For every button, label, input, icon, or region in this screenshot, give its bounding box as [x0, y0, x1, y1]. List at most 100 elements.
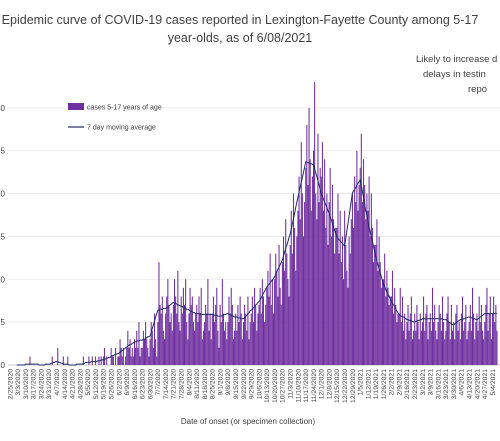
bar: [379, 262, 381, 365]
bar: [272, 313, 275, 365]
bar: [338, 253, 340, 365]
annotation: Likely to increase d: [416, 54, 497, 65]
x-tick-label: 11/10/2020: [295, 369, 302, 403]
bar: [148, 356, 150, 365]
bar: [106, 356, 108, 365]
bar: [454, 339, 456, 365]
x-tick-label: 3/31/2020: [46, 369, 53, 399]
bar: [448, 322, 450, 365]
x-tick-label: 7/14/2020: [163, 369, 170, 399]
bar: [237, 305, 239, 365]
bar: [196, 305, 198, 365]
bar: [354, 176, 356, 365]
x-tick-label: 6/2/2020: [116, 369, 123, 396]
bar: [280, 305, 282, 365]
x-tick-label: 5/4/2021: [490, 369, 497, 396]
bar: [186, 322, 188, 365]
bar: [319, 167, 321, 365]
bar: [450, 305, 452, 365]
bar: [337, 193, 339, 365]
bar: [413, 330, 415, 365]
bar: [208, 330, 210, 365]
bar: [152, 347, 154, 365]
bar: [390, 296, 392, 365]
bar: [267, 270, 269, 365]
bar: [467, 330, 469, 365]
bar: [456, 305, 458, 365]
y-tick-label: 25: [0, 147, 6, 156]
bar: [278, 245, 280, 365]
bar: [161, 296, 163, 365]
x-tick-label: 8/4/2020: [186, 369, 193, 396]
bar: [470, 330, 472, 365]
bar: [151, 330, 153, 365]
bar: [138, 322, 140, 365]
x-tick-label: 9/1/2020: [217, 369, 224, 396]
bar: [82, 356, 84, 365]
bar: [426, 305, 428, 365]
bar: [206, 313, 208, 365]
bar: [374, 245, 376, 365]
bar: [155, 339, 157, 365]
bar: [95, 356, 97, 365]
bar: [289, 245, 291, 365]
bar: [112, 356, 114, 365]
bar: [270, 305, 272, 365]
bar: [111, 356, 113, 365]
x-tick-label: 12/22/2020: [342, 369, 349, 403]
bar: [275, 253, 277, 365]
bar: [214, 322, 216, 365]
bar: [298, 176, 300, 365]
bar: [215, 305, 217, 365]
x-tick-label: 7/7/2020: [155, 369, 162, 396]
x-tick-label: 2/2/2021: [389, 369, 396, 396]
bar: [324, 159, 326, 365]
bar: [225, 322, 227, 365]
bar: [410, 296, 412, 365]
x-tick-label: 12/1/2020: [319, 369, 326, 399]
bar: [349, 253, 351, 365]
y-tick-label: 20: [0, 190, 6, 199]
x-axis-title: Date of onset (or specimen collection): [181, 417, 316, 426]
bar: [248, 339, 250, 365]
bar: [386, 270, 388, 365]
bar: [198, 296, 200, 365]
bar: [295, 270, 297, 365]
bar: [221, 279, 223, 365]
bar: [202, 330, 204, 365]
bar: [305, 167, 307, 365]
bar: [137, 347, 139, 365]
bar: [424, 330, 426, 365]
x-tick-label: 4/21/2020: [70, 369, 77, 399]
bar: [133, 339, 136, 365]
bar: [474, 339, 476, 365]
bar: [490, 339, 492, 365]
bar: [311, 176, 313, 365]
bar: [488, 313, 490, 365]
bar: [187, 339, 189, 365]
bar: [287, 279, 289, 365]
bar: [443, 322, 445, 365]
bar: [209, 313, 211, 365]
bar: [88, 356, 90, 365]
bar: [135, 347, 137, 365]
bar: [236, 330, 238, 365]
bar: [259, 287, 261, 365]
bar: [252, 322, 255, 365]
bar: [423, 296, 425, 365]
x-tick-label: 10/20/2020: [272, 369, 279, 403]
bar: [384, 253, 386, 365]
bar: [447, 296, 449, 365]
bar: [276, 270, 278, 365]
bar: [282, 236, 285, 365]
x-tick-label: 4/20/2021: [474, 369, 481, 399]
bar: [444, 339, 446, 365]
bar: [434, 305, 436, 365]
bar: [211, 313, 213, 365]
bar: [290, 210, 292, 365]
bar: [476, 313, 478, 365]
x-tick-label: 2/9/2021: [396, 369, 403, 396]
bar: [207, 279, 209, 365]
bar: [334, 253, 336, 365]
chart-title: year-olds, as of 6/08/2021: [168, 31, 313, 45]
